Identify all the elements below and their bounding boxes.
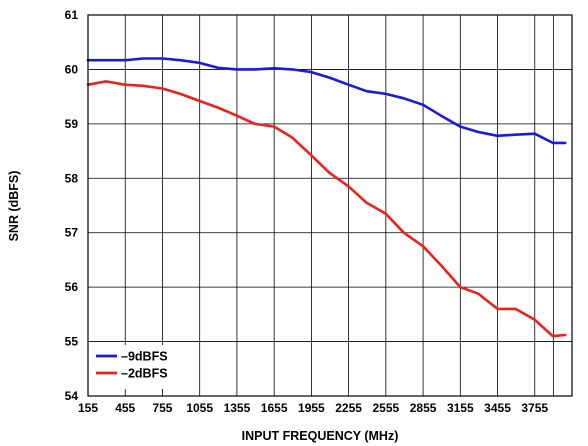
- y-tick-label: 61: [65, 8, 79, 22]
- x-tick-label: 3155: [447, 401, 474, 415]
- y-tick-label: 55: [65, 335, 79, 349]
- legend-background: [92, 345, 190, 389]
- x-tick-label: 2855: [410, 401, 437, 415]
- series-line-1: [86, 57, 567, 145]
- x-tick-label: 2555: [372, 401, 399, 415]
- legend-label: –2dBFS: [121, 367, 168, 381]
- x-axis-title: INPUT FREQUENCY (MHz): [242, 429, 399, 443]
- y-axis-tick-labels: 54 55 56 57 58 59 60 61: [65, 8, 79, 403]
- plot-frame: [87, 14, 573, 397]
- x-tick-label: 755: [152, 401, 172, 415]
- series-layer: [86, 57, 567, 338]
- x-axis-tick-labels: 155 455 755 1055 1355 1655 1955 2255 2555 2855 315…: [78, 401, 548, 415]
- series-line-2: [86, 80, 567, 338]
- x-tick-label: 455: [115, 401, 135, 415]
- x-tick-label: 1355: [224, 401, 251, 415]
- x-tick-label: 1655: [261, 401, 288, 415]
- legend: –9dBFS –2dBFS: [92, 345, 190, 389]
- grid-lines: [87, 14, 572, 397]
- y-axis-title: SNR (dBFS): [7, 171, 21, 242]
- y-tick-label: 59: [65, 117, 79, 131]
- y-tick-label: 56: [65, 280, 79, 294]
- y-tick-label: 57: [65, 226, 79, 240]
- x-tick-label: 3455: [484, 401, 511, 415]
- y-tick-label: 54: [65, 389, 79, 403]
- y-tick-label: 58: [65, 171, 79, 185]
- x-tick-label: 3755: [521, 401, 548, 415]
- y-tick-label: 60: [65, 62, 79, 76]
- x-tick-label: 2255: [335, 401, 362, 415]
- x-tick-label: 1955: [298, 401, 325, 415]
- x-tick-label: 155: [78, 401, 98, 415]
- x-tick-label: 1055: [186, 401, 213, 415]
- legend-label: –9dBFS: [121, 350, 168, 364]
